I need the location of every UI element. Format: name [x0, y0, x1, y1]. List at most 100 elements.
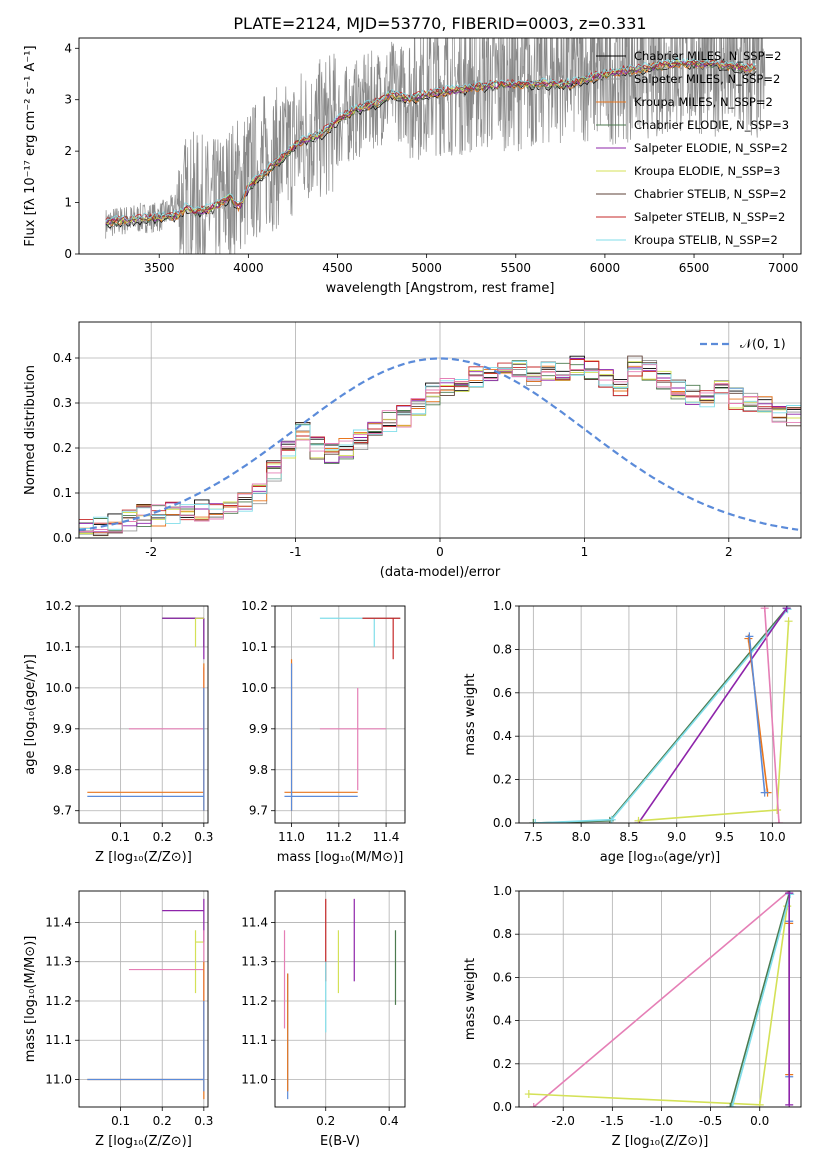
data-point-marker [755, 1100, 764, 1107]
y-tick-label: 0.2 [53, 441, 72, 455]
y-tick-label: 10.0 [241, 681, 268, 695]
residual-histogram [79, 364, 801, 533]
y-tick-label: 11.4 [241, 915, 268, 929]
y-tick-label: 10.2 [45, 599, 72, 613]
y-tick-label: 0.4 [493, 729, 512, 743]
data-point-marker [786, 891, 795, 899]
figure-title: PLATE=2124, MJD=53770, FIBERID=0003, z=0… [233, 14, 646, 33]
x-tick-label: -1 [290, 545, 302, 559]
y-tick-label: 0.6 [493, 686, 512, 700]
y-axis-label: age [log₁₀(age/yr)] [23, 654, 38, 775]
residual-histogram [79, 359, 801, 525]
x-axis-label: Z [log₁₀(Z/Z⊙)] [612, 1134, 709, 1149]
x-tick-label: 0.3 [194, 1114, 213, 1128]
x-tick-label: 4000 [233, 261, 264, 275]
axes-frame [274, 605, 406, 824]
data-point-marker [775, 819, 784, 823]
model-spectrum-line [105, 60, 757, 226]
data-point-marker [744, 634, 753, 643]
y-tick-label: 0.1 [53, 486, 72, 500]
y-tick-label: 0.8 [493, 927, 512, 941]
legend-entry: Salpeter STELIB, N_SSP=2 [634, 210, 785, 224]
x-tick-label: 0 [436, 545, 444, 559]
data-point-marker [760, 788, 769, 797]
panel-mass-vs-Z: 0.1 0.2 0.3 11.0 11.1 11.2 11.3 11.4 Z [log₁₀(Z/… [23, 890, 213, 1149]
y-tick-label: 0.0 [493, 816, 512, 830]
data-point-marker [782, 606, 791, 613]
x-axis-label: wavelength [Angstrom, rest frame] [326, 281, 555, 296]
x-tick-label: 7.5 [524, 830, 543, 844]
y-tick-label: 0.0 [493, 1100, 512, 1114]
plot-area [283, 898, 397, 1100]
x-tick-label: 0.4 [380, 1114, 399, 1128]
legend-entry: Kroupa ELODIE, N_SSP=3 [634, 164, 780, 178]
normal-curve [79, 357, 799, 532]
plot-area [284, 617, 401, 811]
plot-area [87, 898, 205, 1100]
y-tick-label: 9.8 [53, 763, 72, 777]
x-tick-label: 3500 [144, 261, 175, 275]
plot-area [105, 38, 766, 254]
y-tick-label: 11.0 [241, 1073, 268, 1087]
x-tick-label: -1.0 [650, 1114, 673, 1128]
data-point-marker [524, 1090, 533, 1099]
data-point-marker [607, 815, 616, 823]
panel-residuals: -2 -1 0 1 2 0.0 0.1 0.2 0.3 0.4 (data-model)/error… [23, 321, 802, 580]
y-axis-label: Flux [fλ 10⁻¹⁷ erg cm⁻² s⁻¹ A⁻¹] [23, 45, 38, 246]
y-tick-label: 11.1 [45, 1033, 72, 1047]
axes-frame [78, 890, 209, 1108]
x-tick-label: 6500 [679, 261, 710, 275]
mass-weight-line [729, 892, 790, 1107]
x-tick-label: 8.5 [619, 830, 638, 844]
x-tick-label: 2 [725, 545, 733, 559]
y-tick-label: 10.0 [45, 681, 72, 695]
axes-frame [518, 605, 802, 824]
y-tick-label: 10.2 [241, 599, 268, 613]
y-tick-label: 11.4 [45, 915, 72, 929]
x-tick-label: 5500 [500, 261, 531, 275]
y-tick-label: 9.7 [53, 804, 72, 818]
y-tick-label: 0.4 [493, 1014, 512, 1028]
y-tick-label: 11.1 [241, 1033, 268, 1047]
model-spectrum-line [105, 57, 757, 222]
x-axis-label: Z [log₁₀(Z/Z⊙)] [95, 850, 192, 865]
observed-spectrum [105, 38, 766, 254]
panel-age-vs-mass: 11.0 11.2 11.4 9.7 9.8 9.9 10.0 10.1 10.2 mass [l… [241, 599, 406, 865]
model-spectrum-line [105, 59, 757, 222]
data-point-marker [605, 816, 614, 823]
data-point-marker [783, 606, 792, 614]
x-tick-label: 0.2 [153, 830, 172, 844]
data-point-marker [531, 819, 540, 823]
y-tick-label: 11.2 [241, 994, 268, 1008]
mass-weight-line [528, 905, 788, 1106]
y-tick-label: 10.1 [45, 640, 72, 654]
panel-massweight-vs-Z: -2.0 -1.5 -1.0 -0.5 0.0 0.0 0.2 0.4 0.6 0.8 1.0 Z [… [463, 884, 802, 1149]
y-tick-label: 0.8 [493, 642, 512, 656]
y-tick-label: 11.0 [45, 1073, 72, 1087]
x-tick-label: 8.0 [572, 830, 591, 844]
x-tick-label: -0.5 [699, 1114, 722, 1128]
mass-weight-line [637, 607, 788, 823]
y-axis-label: mass weight [463, 958, 478, 1040]
legend-entry: 𝒩(0, 1) [740, 336, 786, 351]
plot-area [79, 355, 801, 537]
x-axis-label: Z [log₁₀(Z/Z⊙)] [95, 1134, 192, 1149]
x-tick-label: 0.1 [111, 1114, 130, 1128]
plot-area [524, 891, 795, 1107]
x-axis-label: (data-model)/error [380, 565, 501, 580]
y-tick-label: 11.2 [45, 994, 72, 1008]
y-tick-label: 1.0 [493, 599, 512, 613]
data-point-marker [785, 891, 794, 898]
data-point-marker [773, 805, 782, 814]
x-tick-label: 0.0 [750, 1114, 769, 1128]
y-tick-label: 0.0 [53, 531, 72, 545]
x-tick-label: 5000 [411, 261, 442, 275]
legend-entry: Salpeter ELODIE, N_SSP=2 [634, 141, 788, 155]
y-tick-label: 11.3 [45, 955, 72, 969]
mass-weight-line [763, 608, 780, 823]
y-axis-label: Normed distribution [23, 365, 38, 495]
mass-weight-line [748, 636, 766, 793]
y-tick-label: 4 [64, 41, 72, 55]
x-tick-label: 10.0 [759, 830, 786, 844]
